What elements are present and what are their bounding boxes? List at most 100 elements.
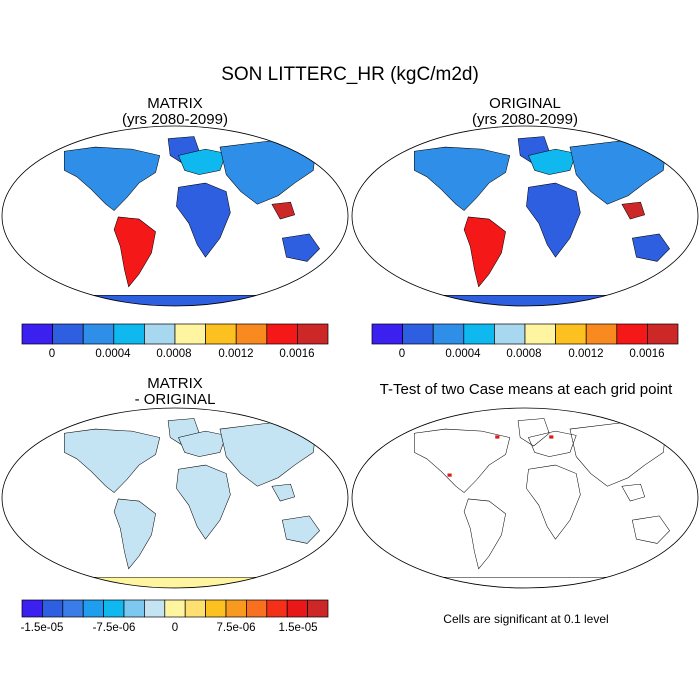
colorbar-swatch xyxy=(585,323,618,345)
coastline-seasia xyxy=(272,484,295,501)
coastline-namerica xyxy=(64,429,159,493)
significance-note: Cells are significant at 0.1 level xyxy=(443,612,609,626)
colorbar-diff-bar xyxy=(21,599,329,618)
map-frame xyxy=(1,407,349,589)
colorbar-original-tick-label: 0.0012 xyxy=(568,348,604,360)
coastline-samerica xyxy=(114,499,156,569)
coastline-africa xyxy=(526,183,580,257)
panel-title-line1: MATRIX xyxy=(147,375,203,392)
colorbar-original-tick-label: 0.0004 xyxy=(445,348,481,360)
panel-title-line2: (yrs 2080-2099) xyxy=(122,111,228,128)
panel-title-line1: MATRIX xyxy=(147,95,203,112)
significant-cell xyxy=(549,435,554,439)
coastline-samerica xyxy=(114,217,156,287)
coastline-namerica xyxy=(414,147,509,211)
colorbar-swatch xyxy=(164,599,186,618)
panel-title-line2: - ORIGINAL xyxy=(134,391,216,408)
colorbar-swatch xyxy=(52,323,84,345)
significant-cell xyxy=(447,473,452,477)
colorbar-swatch xyxy=(42,599,64,618)
coastline-greenland xyxy=(518,418,549,446)
panel-title-line1: ORIGINAL xyxy=(489,95,561,112)
colorbar-swatch xyxy=(113,323,145,345)
panel-title-matrix: MATRIX (yrs 2080-2099) xyxy=(60,96,290,128)
coastline-namerica xyxy=(64,147,159,211)
colorbar-swatch xyxy=(524,323,556,345)
colorbar-swatch xyxy=(246,599,268,618)
panel-title-line2: (yrs 2080-2099) xyxy=(472,111,578,128)
colorbar-swatch xyxy=(174,323,206,345)
map-panel-0 xyxy=(1,125,349,307)
panel-title-line1: T-Test of two Case means at each grid po… xyxy=(379,381,673,398)
coastline-seasia xyxy=(622,484,645,501)
significant-cell xyxy=(495,435,500,439)
coastline-australia xyxy=(632,516,669,544)
colorbar-swatch xyxy=(21,323,53,345)
map-frame xyxy=(351,407,699,589)
coastline-africa xyxy=(176,183,230,257)
colorbar-original-tick-label: 0 xyxy=(398,348,406,360)
colorbar-matrix-tick-label: 0.0008 xyxy=(156,348,192,360)
colorbar-swatch xyxy=(266,599,288,618)
coastline-europe xyxy=(528,149,576,174)
colorbar-matrix-tick-label: 0.0016 xyxy=(279,348,315,360)
colorbar-swatch xyxy=(286,599,308,618)
colorbar-swatch xyxy=(123,599,145,618)
map-panel-2 xyxy=(1,407,349,589)
colorbar-matrix-tick-label: 0 xyxy=(48,348,56,360)
colorbar-swatch xyxy=(297,323,329,345)
colorbar-diff-tick-label: 0 xyxy=(171,622,179,634)
colorbar-swatch xyxy=(225,599,247,618)
colorbar-swatch xyxy=(184,599,206,618)
coastline-africa xyxy=(176,465,230,539)
figure-title: SON LITTERC_HR (kgC/m2d) xyxy=(221,64,479,85)
colorbar-swatch xyxy=(555,323,587,345)
colorbar-swatch xyxy=(647,323,679,345)
colorbar-swatch xyxy=(432,323,465,345)
colorbar-swatch xyxy=(616,323,648,345)
coastline-namerica xyxy=(414,429,509,493)
colorbar-swatch xyxy=(82,599,104,618)
map-panel-1 xyxy=(351,125,699,307)
coastline-australia xyxy=(282,234,319,262)
colorbar-original-tick-label: 0.0008 xyxy=(506,348,542,360)
colorbar-original-bar xyxy=(371,323,679,345)
coastline-australia xyxy=(282,516,319,544)
coastline-seasia xyxy=(622,202,645,219)
colorbar-swatch xyxy=(402,323,434,345)
colorbar-swatch xyxy=(21,599,43,618)
colorbar-original-tick-label: 0.0016 xyxy=(629,348,665,360)
colorbar-swatch xyxy=(371,323,403,345)
colorbar-swatch xyxy=(235,323,268,345)
colorbar-matrix-tick-label: 0.0012 xyxy=(218,348,254,360)
colorbar-diff-tick-label: -1.5e-05 xyxy=(20,622,64,634)
coastline-samerica xyxy=(464,217,506,287)
panel-title-ttest: T-Test of two Case means at each grid po… xyxy=(352,382,700,398)
coastline-australia xyxy=(632,234,669,262)
colorbar-diff-tick-label: 1.5e-05 xyxy=(278,622,318,634)
map-panel-3 xyxy=(351,407,699,589)
colorbar-swatch xyxy=(463,323,495,345)
coastline-seasia xyxy=(272,202,295,219)
colorbar-diff-tick-label: -7.5e-06 xyxy=(92,622,136,634)
colorbar-swatch xyxy=(494,323,526,345)
coastline-europe xyxy=(178,149,226,174)
map-frame xyxy=(1,125,349,307)
colorbar-swatch xyxy=(205,323,237,345)
colorbar-swatch xyxy=(103,599,125,618)
colorbar-swatch xyxy=(205,599,227,618)
coastline-samerica xyxy=(464,499,506,569)
colorbar-swatch xyxy=(266,323,298,345)
coastline-africa xyxy=(526,465,580,539)
coastline-europe xyxy=(528,431,576,456)
colorbar-swatch xyxy=(144,599,166,618)
coastline-europe xyxy=(178,431,226,456)
colorbar-diff-tick-label: 7.5e-06 xyxy=(216,622,256,634)
colorbar-swatch xyxy=(307,599,329,618)
panel-title-diff: MATRIX - ORIGINAL xyxy=(60,376,290,408)
colorbar-swatch xyxy=(82,323,115,345)
colorbar-matrix-tick-label: 0.0004 xyxy=(95,348,131,360)
panel-title-original: ORIGINAL (yrs 2080-2099) xyxy=(410,96,640,128)
